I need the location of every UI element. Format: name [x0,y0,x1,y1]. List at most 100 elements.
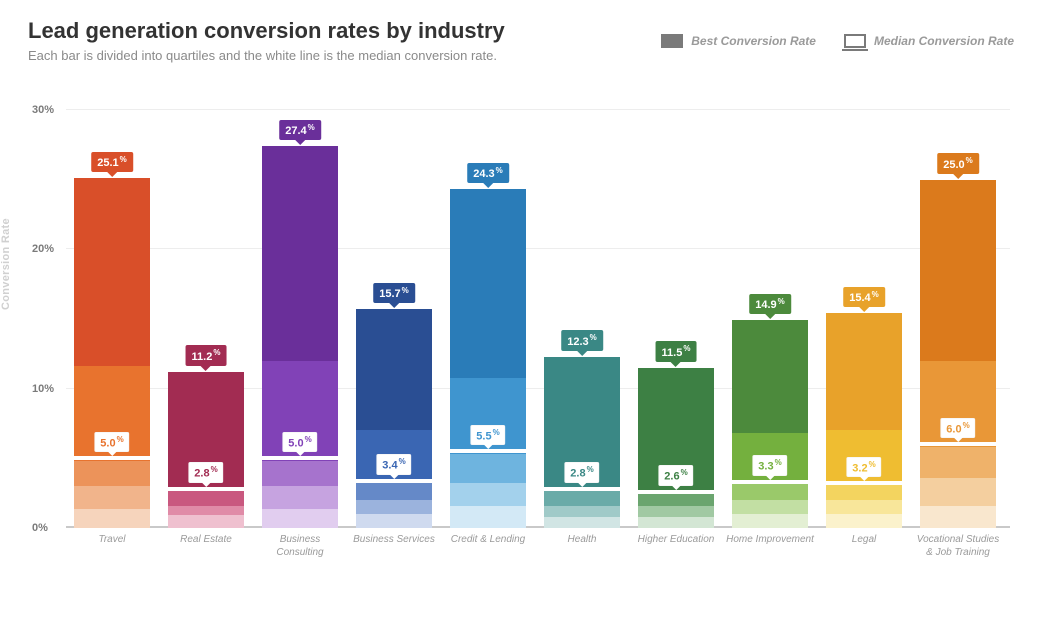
x-label: Higher Education [631,534,721,547]
median-value-label: 6.0% [940,418,975,439]
best-value-label: 15.4% [843,287,885,308]
bar-segment [544,517,620,528]
bar-segment [356,481,432,501]
bar-segment [168,506,244,516]
x-label: Vocational Studies & Job Training [913,534,1003,559]
x-label: Travel [67,534,157,547]
x-label: Legal [819,534,909,547]
bar-segment [826,514,902,528]
bar-segment [450,483,526,505]
plot-area: 25.1%5.0%11.2%2.8%27.4%5.0%15.7%3.4%24.3… [66,110,1010,528]
median-line [916,442,1000,446]
bar-segment [450,506,526,528]
bar-segment [732,514,808,528]
legend-best: Best Conversion Rate [661,34,816,48]
bar-business-services: 15.7%3.4% [356,309,432,528]
bar-segment [732,320,808,433]
bar-segment [356,500,432,514]
y-tick-label: 20% [32,243,54,255]
median-value-label: 5.0% [282,432,317,453]
best-value-label: 15.7% [373,283,415,304]
median-line [258,456,342,460]
swatch-best-icon [661,34,683,48]
best-value-label: 25.0% [937,153,979,174]
bar-higher-education: 11.5%2.6% [638,368,714,528]
y-axis-label: Conversion Rate [0,218,12,310]
median-value-label: 3.4% [376,454,411,475]
bar-travel: 25.1%5.0% [74,178,150,528]
bar-segment [826,313,902,430]
bar-segment [450,454,526,483]
chart: Conversion Rate 25.1%5.0%11.2%2.8%27.4%5… [28,110,1018,600]
bar-segment [262,146,338,361]
bar-segment [920,506,996,528]
median-line [634,490,718,494]
median-value-label: 2.8% [188,462,223,483]
legend-median: Median Conversion Rate [844,34,1014,48]
median-value-label: 3.2% [846,457,881,478]
median-value-label: 5.0% [94,432,129,453]
bar-segment [826,500,902,514]
bar-credit-lending: 24.3%5.5% [450,189,526,528]
bar-segment [168,489,244,506]
legend: Best Conversion Rate Median Conversion R… [661,34,1014,48]
x-label: Home Improvement [725,534,815,547]
best-value-label: 25.1% [91,152,133,173]
legend-median-label: Median Conversion Rate [874,34,1014,48]
median-line [446,449,530,453]
median-line [70,456,154,460]
median-line [728,480,812,484]
bar-segment [262,461,338,486]
bar-segment [74,178,150,366]
median-line [352,479,436,483]
x-label: Business Consulting [255,534,345,559]
x-label: Health [537,534,627,547]
median-line [540,487,624,491]
bar-segment [544,489,620,506]
best-value-label: 12.3% [561,330,603,351]
bar-segment [74,509,150,529]
bar-real-estate: 11.2%2.8% [168,372,244,528]
median-value-label: 2.6% [658,465,693,486]
y-tick-label: 10% [32,383,54,395]
bar-segment [732,482,808,500]
bar-health: 12.3%2.8% [544,357,620,528]
median-value-label: 3.3% [752,455,787,476]
bar-segment [262,509,338,529]
bar-legal: 15.4%3.2% [826,313,902,528]
bar-segment [638,517,714,528]
y-tick-label: 0% [32,522,48,534]
bar-segment [638,492,714,506]
bars-container: 25.1%5.0%11.2%2.8%27.4%5.0%15.7%3.4%24.3… [66,110,1010,528]
best-value-label: 27.4% [279,120,321,141]
chart-subtitle: Each bar is divided into quartiles and t… [28,48,1018,63]
x-label: Real Estate [161,534,251,547]
bar-segment [262,486,338,508]
x-label: Business Services [349,534,439,547]
legend-best-label: Best Conversion Rate [691,34,816,48]
bar-business-consulting: 27.4%5.0% [262,146,338,528]
bar-segment [826,483,902,500]
bar-segment [544,506,620,517]
bar-segment [638,506,714,517]
median-value-label: 2.8% [564,462,599,483]
y-tick-label: 30% [32,104,54,116]
median-value-label: 5.5% [470,425,505,446]
bar-segment [356,309,432,430]
best-value-label: 11.5% [656,341,697,362]
bar-segment [74,461,150,486]
best-value-label: 24.3% [467,163,509,184]
bar-segment [920,447,996,478]
best-value-label: 14.9% [749,294,791,315]
bar-vocational-studies-job-training: 25.0%6.0% [920,180,996,528]
bar-segment [168,515,244,528]
bar-segment [450,189,526,377]
bar-segment [920,478,996,506]
best-value-label: 11.2% [186,345,227,366]
bar-segment [74,486,150,508]
x-label: Credit & Lending [443,534,533,547]
median-line [822,481,906,485]
bar-segment [356,514,432,528]
median-line [164,487,248,491]
bar-segment [920,180,996,361]
